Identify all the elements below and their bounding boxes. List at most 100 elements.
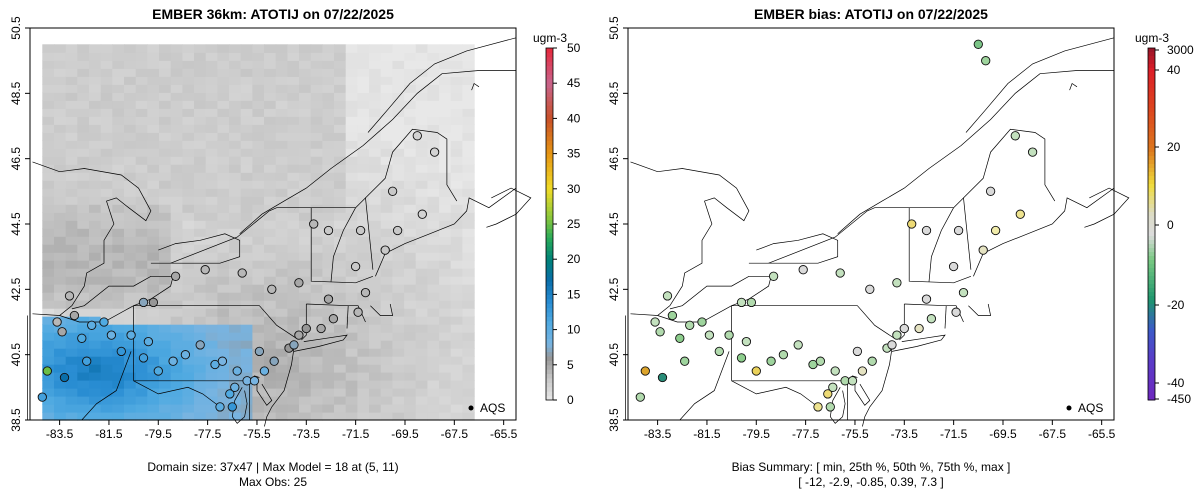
grid-cell	[275, 84, 288, 93]
grid-cell	[334, 172, 347, 181]
grid-cell	[112, 404, 125, 413]
grid-cell	[205, 116, 218, 125]
grid-cell	[159, 68, 172, 77]
grid-cell	[322, 364, 335, 373]
grid-cell	[427, 260, 440, 269]
grid-cell	[159, 204, 172, 213]
grid-cell	[65, 276, 78, 285]
grid-cell	[299, 292, 312, 301]
grid-cell	[194, 52, 207, 61]
grid-cell	[194, 116, 207, 125]
grid-cell	[42, 108, 55, 117]
grid-cell	[240, 412, 253, 421]
grid-cell	[194, 252, 207, 261]
grid-cell	[147, 316, 160, 325]
grid-cell	[369, 412, 382, 421]
grid-cell	[415, 324, 428, 333]
grid-cell	[159, 396, 172, 405]
grid-cell	[310, 380, 323, 389]
grid-cell	[135, 148, 148, 157]
grid-cell	[205, 44, 218, 53]
colorbar-band	[1148, 228, 1155, 233]
grid-cell	[100, 196, 113, 205]
grid-cell	[404, 108, 417, 117]
grid-cell	[264, 156, 277, 165]
grid-cell	[182, 188, 195, 197]
grid-cell	[229, 284, 242, 293]
obs-marker	[230, 382, 240, 392]
grid-cell	[135, 100, 148, 109]
grid-cell	[170, 188, 183, 197]
grid-cell	[147, 396, 160, 405]
grid-cell	[380, 292, 393, 301]
legend-aqs-marker	[468, 405, 474, 411]
obs-marker	[857, 366, 868, 376]
grid-cell	[89, 124, 102, 133]
grid-cell	[217, 252, 230, 261]
grid-cell	[334, 156, 347, 165]
grid-cell	[322, 356, 335, 365]
grid-cell	[112, 356, 125, 365]
grid-cell	[54, 188, 67, 197]
grid-cell	[89, 196, 102, 205]
grid-cell	[287, 316, 300, 325]
grid-cell	[229, 228, 242, 237]
colorbar-band	[1148, 48, 1155, 53]
grid-cell	[182, 332, 195, 341]
grid-cell	[450, 388, 463, 397]
grid-cell	[205, 196, 218, 205]
grid-cell	[159, 60, 172, 69]
grid-cell	[345, 388, 358, 397]
grid-cell	[415, 388, 428, 397]
colorbar-band	[1148, 340, 1155, 345]
grid-cell	[112, 100, 125, 109]
colorbar-band	[546, 307, 553, 313]
grid-cell	[310, 332, 323, 341]
grid-cell	[299, 188, 312, 197]
grid-cell	[54, 68, 67, 77]
grid-cell	[159, 340, 172, 349]
colorbar-band	[1148, 56, 1155, 61]
grid-cell	[194, 220, 207, 229]
obs-marker	[746, 297, 757, 308]
grid-cell	[310, 212, 323, 221]
grid-cell	[299, 92, 312, 101]
grid-cell	[264, 268, 277, 277]
grid-cell	[147, 228, 160, 237]
grid-cell	[462, 308, 475, 317]
obs-marker	[259, 366, 270, 376]
grid-cell	[42, 164, 55, 173]
obs-marker	[69, 310, 80, 321]
grid-cell	[229, 204, 242, 213]
obs-marker	[736, 353, 747, 363]
colorbar-band	[546, 334, 553, 339]
colorbar-band	[1148, 80, 1155, 85]
obs-marker	[751, 366, 761, 376]
grid-cell	[147, 108, 160, 117]
grid-cell	[415, 284, 428, 293]
right-colorbar-frame	[1147, 47, 1156, 401]
grid-cell	[380, 268, 393, 277]
grid-cell	[54, 172, 67, 181]
grid-cell	[287, 172, 300, 181]
colorbar-band	[546, 197, 553, 203]
grid-cell	[439, 116, 452, 125]
colorbar-band	[1148, 68, 1155, 73]
colorbar-band	[546, 96, 553, 102]
grid-cell	[54, 124, 67, 133]
grid-cell	[462, 60, 475, 69]
grid-cell	[427, 180, 440, 189]
grid-cell	[322, 300, 335, 309]
grid-cell	[415, 196, 428, 205]
grid-cell	[135, 308, 148, 317]
grid-cell	[42, 396, 55, 405]
grid-cell	[369, 292, 382, 301]
grid-cell	[100, 236, 113, 245]
grid-cell	[380, 276, 393, 285]
grid-cell	[275, 156, 288, 165]
grid-cell	[404, 348, 417, 357]
grid-cell	[100, 292, 113, 301]
grid-cell	[275, 404, 288, 413]
grid-cell	[229, 188, 242, 197]
grid-cell	[357, 332, 370, 341]
